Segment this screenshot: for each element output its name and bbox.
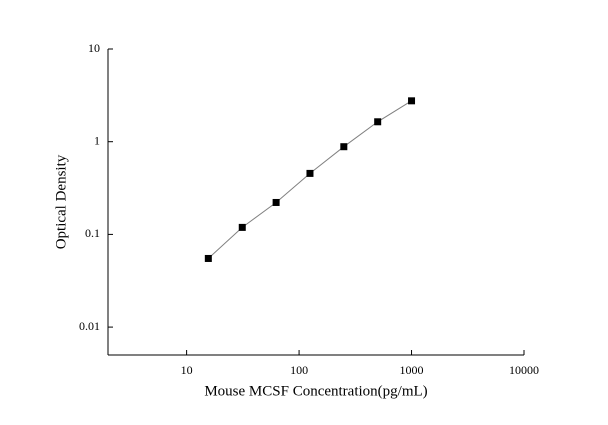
data-point	[408, 97, 416, 105]
y-tick-label: 1	[94, 133, 100, 147]
data-point	[272, 198, 280, 206]
x-tick-label: 10	[181, 363, 193, 377]
x-tick-label: 10000	[509, 363, 539, 377]
y-axis-label: Optical Density	[53, 154, 69, 249]
y-tick-label: 0.01	[79, 319, 100, 333]
x-tick-label: 100	[290, 363, 308, 377]
x-axis-label: Mouse MCSF Concentration(pg/mL)	[204, 383, 427, 399]
x-tick-label: 1000	[400, 363, 424, 377]
y-tick-label: 0.1	[85, 226, 100, 240]
data-point	[238, 223, 246, 231]
y-tick-label: 10	[88, 41, 100, 55]
data-point	[374, 118, 382, 126]
data-point	[204, 254, 212, 262]
data-point	[340, 143, 348, 151]
data-point	[306, 169, 314, 177]
